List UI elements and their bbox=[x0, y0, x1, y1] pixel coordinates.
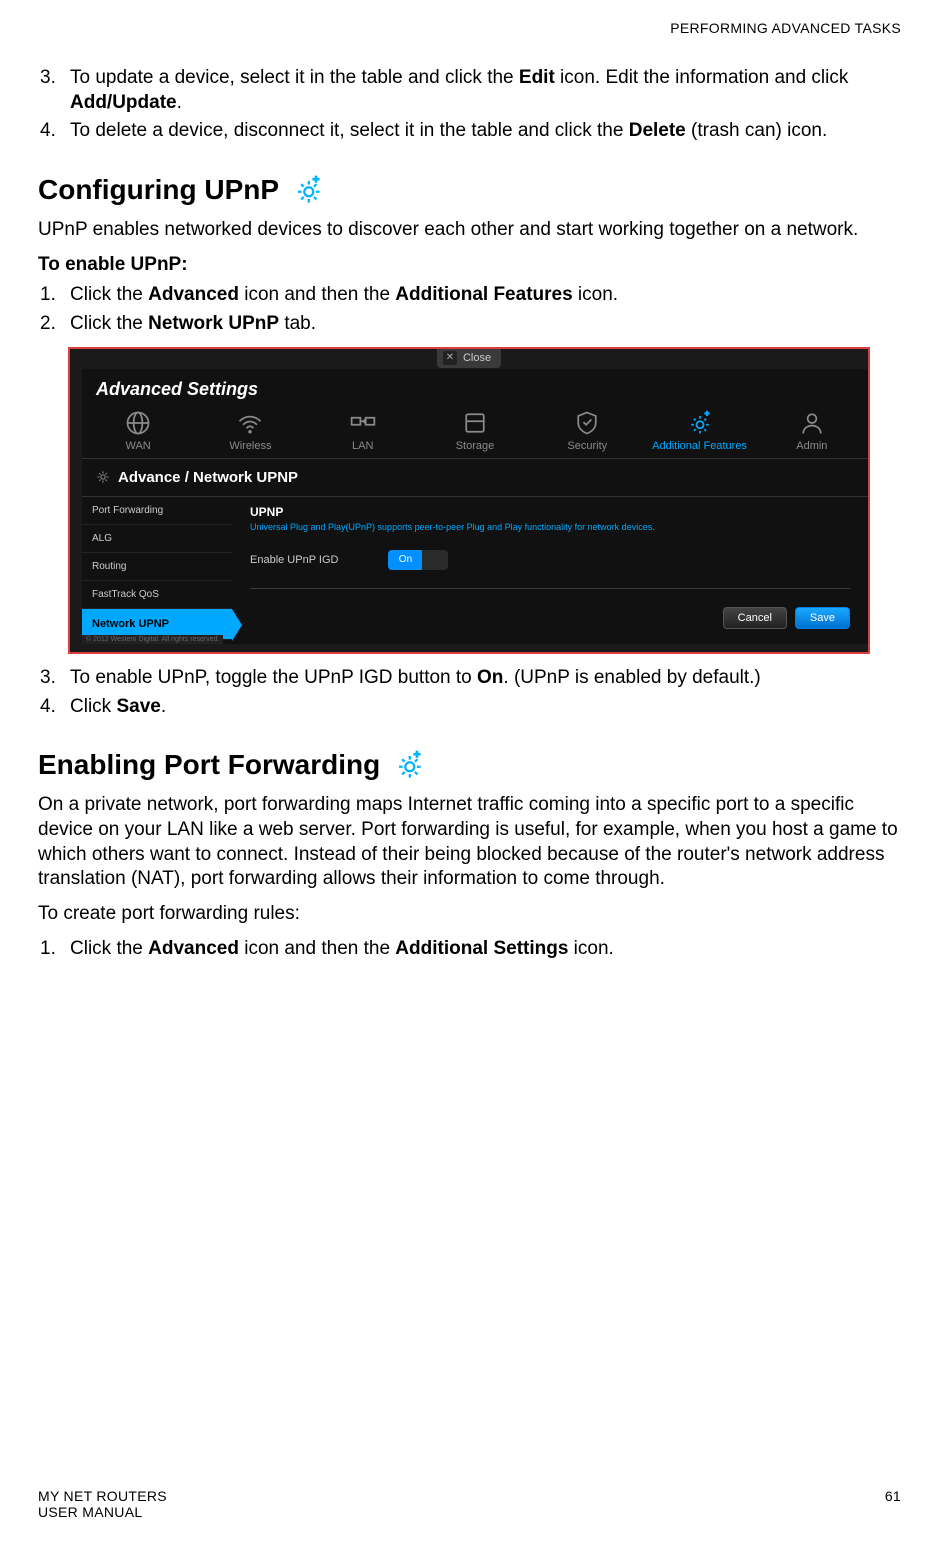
upnp-heading-text: Configuring UPnP bbox=[38, 174, 279, 206]
portfwd-intro: On a private network, port forwarding ma… bbox=[38, 793, 901, 892]
save-button[interactable]: Save bbox=[795, 607, 850, 629]
footer-title: MY NET ROUTERS bbox=[38, 1488, 167, 1504]
nav-lan[interactable]: LAN bbox=[307, 408, 419, 452]
list-number: 2. bbox=[38, 312, 70, 337]
footer-subtitle: USER MANUAL bbox=[38, 1504, 167, 1520]
list-text: Click the Advanced icon and then the Add… bbox=[70, 937, 901, 962]
list-number: 3. bbox=[38, 66, 70, 91]
gearplus-icon bbox=[643, 408, 755, 438]
list-number: 4. bbox=[38, 119, 70, 144]
list-text: To update a device, select it in the tab… bbox=[70, 66, 901, 115]
lan-icon bbox=[307, 408, 419, 438]
list-number: 3. bbox=[38, 666, 70, 691]
portfwd-lead: To create port forwarding rules: bbox=[38, 902, 901, 927]
globe-icon bbox=[82, 408, 194, 438]
toggle-off bbox=[422, 550, 448, 570]
nav-label: Storage bbox=[419, 440, 531, 452]
upnp-intro: UPnP enables networked devices to discov… bbox=[38, 218, 901, 243]
list-number: 4. bbox=[38, 695, 70, 720]
list-number: 1. bbox=[38, 283, 70, 308]
upnp-heading: Configuring UPnP bbox=[38, 172, 901, 208]
breadcrumb: Advance / Network UPNP bbox=[82, 459, 868, 497]
portfwd-heading-text: Enabling Port Forwarding bbox=[38, 749, 380, 781]
sidebar: Port ForwardingALGRoutingFastTrack QoSNe… bbox=[82, 497, 232, 637]
wifi-icon bbox=[194, 408, 306, 438]
sidebar-item-port-forwarding[interactable]: Port Forwarding bbox=[82, 497, 232, 525]
close-tab[interactable]: ✕ Close bbox=[437, 349, 501, 368]
portfwd-heading: Enabling Port Forwarding bbox=[38, 747, 901, 783]
person-icon bbox=[756, 408, 868, 438]
list-number: 1. bbox=[38, 937, 70, 962]
toggle-label: Enable UPnP IGD bbox=[250, 554, 338, 566]
top-steps: 3.To update a device, select it in the t… bbox=[38, 66, 901, 144]
list-text: Click the Advanced icon and then the Add… bbox=[70, 283, 901, 308]
breadcrumb-text: Advance / Network UPNP bbox=[118, 469, 298, 486]
close-icon[interactable]: ✕ bbox=[443, 351, 457, 365]
portfwd-steps: 1.Click the Advanced icon and then the A… bbox=[38, 937, 901, 962]
nav-additional-features[interactable]: Additional Features bbox=[643, 408, 755, 452]
list-text: Click the Network UPnP tab. bbox=[70, 312, 901, 337]
close-label: Close bbox=[463, 352, 491, 364]
list-text: To delete a device, disconnect it, selec… bbox=[70, 119, 901, 144]
gear-icon bbox=[96, 470, 110, 484]
nav-wireless[interactable]: Wireless bbox=[194, 408, 306, 452]
nav-security[interactable]: Security bbox=[531, 408, 643, 452]
sidebar-item-routing[interactable]: Routing bbox=[82, 553, 232, 581]
nav-label: LAN bbox=[307, 440, 419, 452]
content-panel: UPNP Universal Plug and Play(UPnP) suppo… bbox=[232, 497, 868, 637]
upnp-steps-a: 1.Click the Advanced icon and then the A… bbox=[38, 283, 901, 336]
page-header: PERFORMING ADVANCED TASKS bbox=[38, 20, 901, 36]
top-nav: WANWirelessLANStorageSecurityAdditional … bbox=[82, 408, 868, 459]
nav-label: Security bbox=[531, 440, 643, 452]
copyright: © 2012 Western Digital. All rights reser… bbox=[82, 635, 223, 644]
list-text: To enable UPnP, toggle the UPnP IGD butt… bbox=[70, 666, 901, 691]
content-title: UPNP bbox=[250, 505, 850, 519]
sidebar-item-fasttrack-qos[interactable]: FastTrack QoS bbox=[82, 581, 232, 609]
nav-label: Wireless bbox=[194, 440, 306, 452]
upnp-lead: To enable UPnP: bbox=[38, 253, 901, 278]
panel-title: Advanced Settings bbox=[82, 369, 868, 408]
nav-storage[interactable]: Storage bbox=[419, 408, 531, 452]
page-footer: MY NET ROUTERS USER MANUAL 61 bbox=[38, 1488, 901, 1520]
content-desc: Universal Plug and Play(UPnP) supports p… bbox=[250, 522, 850, 532]
nav-wan[interactable]: WAN bbox=[82, 408, 194, 452]
nav-label: Additional Features bbox=[643, 440, 755, 452]
nav-label: WAN bbox=[82, 440, 194, 452]
router-screenshot: ✕ Close Advanced Settings WANWirelessLAN… bbox=[68, 347, 870, 654]
storage-icon bbox=[419, 408, 531, 438]
shield-icon bbox=[531, 408, 643, 438]
sidebar-item-alg[interactable]: ALG bbox=[82, 525, 232, 553]
upnp-toggle[interactable]: On bbox=[388, 550, 448, 570]
upnp-steps-b: 3.To enable UPnP, toggle the UPnP IGD bu… bbox=[38, 666, 901, 719]
nav-admin[interactable]: Admin bbox=[756, 408, 868, 452]
list-text: Click Save. bbox=[70, 695, 901, 720]
cancel-button[interactable]: Cancel bbox=[723, 607, 787, 629]
toggle-on: On bbox=[388, 550, 422, 570]
gear-plus-icon bbox=[390, 747, 426, 783]
gear-plus-icon bbox=[289, 172, 325, 208]
nav-label: Admin bbox=[756, 440, 868, 452]
page-number: 61 bbox=[885, 1488, 901, 1520]
